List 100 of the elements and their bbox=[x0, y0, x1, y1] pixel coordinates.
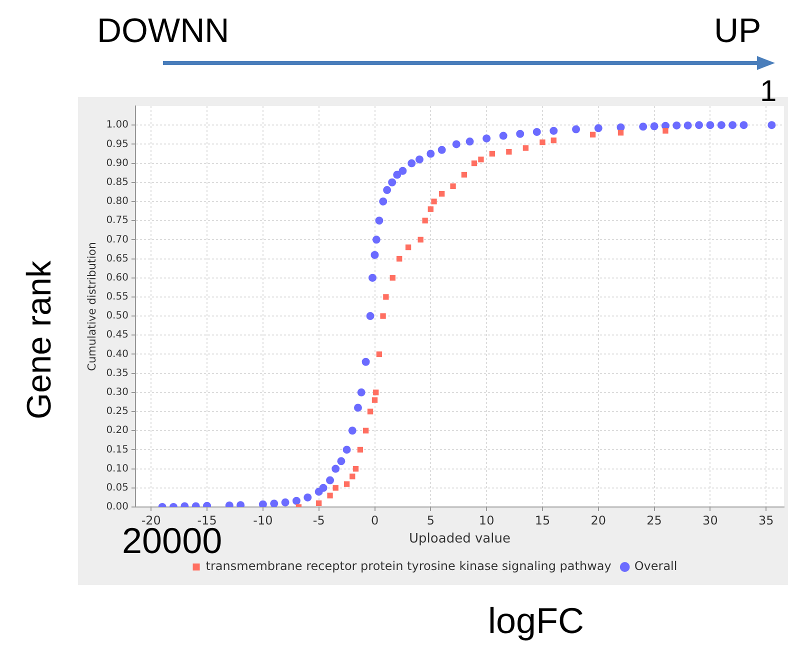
y-tick-label: 0.60 bbox=[106, 272, 128, 284]
point bbox=[706, 121, 714, 130]
point bbox=[426, 150, 435, 158]
point bbox=[390, 275, 396, 281]
point bbox=[550, 138, 556, 144]
point bbox=[415, 155, 424, 164]
point bbox=[304, 493, 312, 502]
x-tick-label: 15 bbox=[534, 513, 550, 528]
y-tick-label: 1.00 bbox=[106, 120, 128, 131]
point bbox=[540, 139, 546, 146]
point bbox=[368, 274, 377, 282]
y-tick-label: 0.40 bbox=[106, 348, 128, 360]
point bbox=[594, 124, 602, 132]
point bbox=[332, 464, 340, 473]
point bbox=[662, 128, 668, 134]
point bbox=[452, 140, 460, 148]
y-tick-label: 0.85 bbox=[106, 176, 128, 188]
point bbox=[376, 351, 382, 358]
point bbox=[258, 500, 267, 507]
point bbox=[348, 426, 356, 435]
point bbox=[388, 178, 396, 186]
point bbox=[380, 313, 386, 319]
point bbox=[316, 500, 322, 506]
point bbox=[684, 121, 692, 130]
point bbox=[418, 236, 424, 242]
point bbox=[550, 126, 558, 135]
point bbox=[352, 466, 359, 472]
point bbox=[650, 122, 658, 130]
legend-label: Overall bbox=[634, 559, 678, 574]
y-tick-label: 0.95 bbox=[106, 138, 128, 150]
point bbox=[408, 159, 416, 168]
y-tick-label: 0.45 bbox=[106, 330, 128, 341]
y-tick-label: 0.25 bbox=[106, 406, 128, 418]
y-tick-label: 0.90 bbox=[106, 158, 128, 169]
point bbox=[572, 125, 580, 134]
y-tick-label: 0.50 bbox=[106, 310, 128, 322]
x-tick-label: -5 bbox=[312, 513, 325, 528]
point bbox=[344, 481, 350, 487]
x-tick-label: 25 bbox=[646, 513, 662, 528]
y-tick-label: 0.55 bbox=[106, 292, 128, 303]
y-axis-title: Cumulative distribution bbox=[85, 242, 98, 371]
y-tick-label: 0.65 bbox=[106, 253, 128, 264]
point bbox=[405, 244, 412, 250]
point bbox=[373, 390, 379, 396]
text: UP bbox=[714, 12, 762, 51]
point bbox=[383, 186, 392, 194]
y-tick-label: 0.20 bbox=[106, 425, 128, 436]
point bbox=[728, 121, 737, 130]
point bbox=[372, 397, 378, 403]
point bbox=[332, 485, 338, 491]
point bbox=[489, 150, 495, 157]
point bbox=[357, 446, 364, 453]
point bbox=[362, 358, 370, 366]
x-tick-label: 5 bbox=[426, 513, 434, 528]
point bbox=[292, 496, 300, 505]
point bbox=[362, 428, 369, 434]
point bbox=[450, 183, 456, 190]
point bbox=[522, 145, 529, 151]
point bbox=[431, 198, 437, 204]
point bbox=[270, 500, 278, 507]
point bbox=[350, 474, 356, 480]
point bbox=[398, 166, 407, 175]
point bbox=[499, 132, 508, 140]
point bbox=[422, 218, 428, 224]
y-tick-label: 0.75 bbox=[106, 215, 128, 226]
point bbox=[375, 216, 384, 225]
y-tick-label: 0.00 bbox=[106, 502, 128, 513]
point bbox=[516, 130, 524, 138]
x-axis-title: Uploaded value bbox=[409, 532, 510, 547]
y-tick-label: 0.05 bbox=[106, 482, 128, 494]
x-tick-label: 10 bbox=[478, 513, 494, 528]
point bbox=[366, 312, 374, 320]
point bbox=[372, 236, 380, 244]
point bbox=[482, 134, 491, 142]
point bbox=[740, 121, 748, 130]
point bbox=[439, 191, 445, 197]
legend-label: transmembrane receptor protein tyrosine kinase signaling pathway bbox=[206, 559, 612, 574]
point bbox=[393, 170, 402, 179]
y-tick-label: 0.30 bbox=[106, 387, 128, 398]
point bbox=[367, 408, 374, 414]
point bbox=[768, 121, 776, 130]
point bbox=[326, 476, 334, 484]
point bbox=[478, 156, 484, 162]
point bbox=[695, 121, 704, 130]
point bbox=[506, 149, 512, 155]
y-tick-label: 0.70 bbox=[106, 234, 128, 246]
point bbox=[639, 122, 648, 131]
point bbox=[281, 498, 290, 506]
x-tick-label: -20 bbox=[141, 513, 161, 528]
y-tick-label: 0.10 bbox=[106, 463, 128, 474]
text: Gene rank bbox=[20, 260, 60, 420]
point bbox=[618, 130, 624, 136]
point bbox=[532, 128, 541, 136]
point bbox=[357, 388, 366, 396]
point bbox=[717, 121, 726, 130]
point bbox=[337, 457, 346, 466]
point bbox=[370, 250, 379, 259]
point bbox=[461, 172, 468, 178]
point bbox=[379, 197, 388, 206]
x-tick-label: -15 bbox=[197, 513, 217, 528]
